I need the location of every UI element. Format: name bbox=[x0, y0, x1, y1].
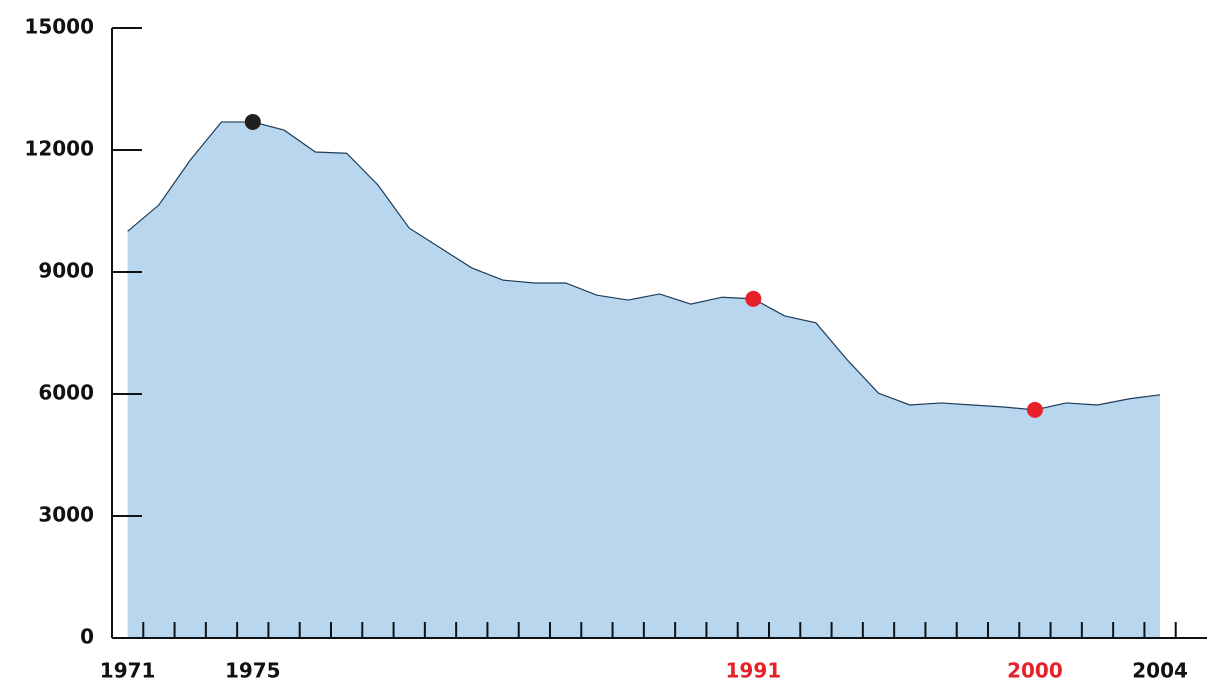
y-tick-label: 3000 bbox=[38, 503, 94, 527]
x-tick-label: 2004 bbox=[1132, 659, 1188, 682]
area bbox=[127, 121, 1161, 638]
x-tick-label: 1991 bbox=[726, 659, 782, 682]
y-tick-label: 9000 bbox=[38, 259, 94, 283]
y-tick-label: 12000 bbox=[24, 137, 94, 161]
x-tick-label: 1971 bbox=[100, 659, 156, 682]
highlight-point bbox=[1026, 401, 1043, 418]
y-tick-label: 0 bbox=[80, 625, 94, 649]
highlight-point bbox=[745, 290, 762, 307]
highlight-point bbox=[244, 113, 261, 130]
y-tick-label: 6000 bbox=[38, 381, 94, 405]
x-tick-label: 2000 bbox=[1007, 659, 1063, 682]
y-tick-label: 15000 bbox=[24, 15, 94, 39]
area-line bbox=[127, 121, 1161, 411]
x-tick-label: 1975 bbox=[225, 659, 281, 682]
